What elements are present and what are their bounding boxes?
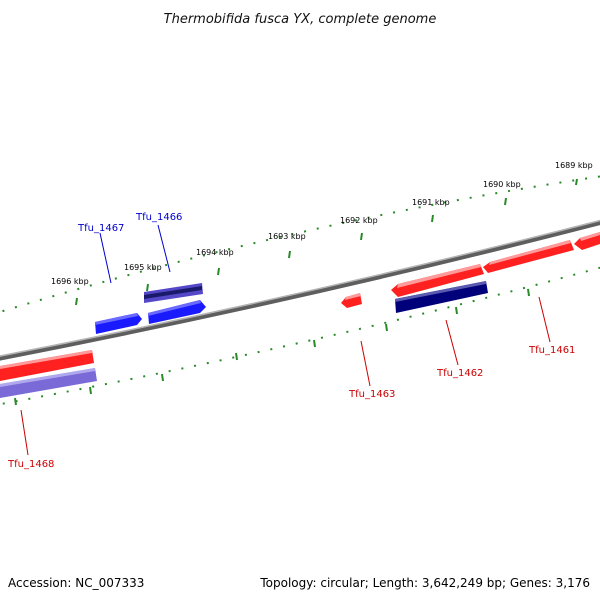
kbp-label-1690: 1690 kbp	[483, 180, 521, 189]
scale-labels: 1689 kbp 1690 kbp 1691 kbp 1692 kbp 1693…	[51, 161, 593, 286]
gene-Tfu_1468[interactable]	[0, 350, 97, 398]
outer-tick-track	[0, 175, 600, 314]
genome-backbone	[0, 219, 600, 361]
label-Tfu_1467[interactable]: Tfu_1467	[77, 223, 124, 234]
gene-Tfu_1466[interactable]	[144, 283, 206, 324]
label-Tfu_1468[interactable]: Tfu_1468	[7, 459, 54, 470]
gene-Tfu_1462[interactable]	[391, 264, 488, 313]
inner-major-ticks	[14, 288, 530, 406]
major-ticks	[75, 178, 578, 306]
kbp-label-1694: 1694 kbp	[196, 248, 234, 257]
label-Tfu_1462[interactable]: Tfu_1462	[436, 368, 483, 379]
kbp-label-1695: 1695 kbp	[124, 263, 162, 272]
gene-Tfu_1463[interactable]	[341, 293, 362, 308]
kbp-label-1696: 1696 kbp	[51, 277, 89, 286]
label-leaders	[20, 224, 551, 456]
accession-text: Accession: NC_007333	[8, 576, 144, 590]
label-Tfu_1461[interactable]: Tfu_1461	[528, 345, 575, 356]
gene-Tfu_1461[interactable]	[483, 232, 600, 273]
label-Tfu_1463[interactable]: Tfu_1463	[348, 389, 395, 400]
map-title: Thermobifida fusca YX, complete genome	[164, 12, 437, 27]
topology-text: Topology: circular; Length: 3,642,249 bp…	[259, 576, 590, 590]
gene-labels: Tfu_1461 Tfu_1462 Tfu_1463 Tfu_1466 Tfu_…	[7, 212, 575, 470]
kbp-label-1691: 1691 kbp	[412, 198, 450, 207]
kbp-label-1693: 1693 kbp	[268, 232, 306, 241]
kbp-label-1692: 1692 kbp	[340, 216, 378, 225]
kbp-label-1689: 1689 kbp	[555, 161, 593, 170]
gene-Tfu_1467[interactable]	[95, 313, 142, 334]
label-Tfu_1466[interactable]: Tfu_1466	[135, 212, 182, 223]
